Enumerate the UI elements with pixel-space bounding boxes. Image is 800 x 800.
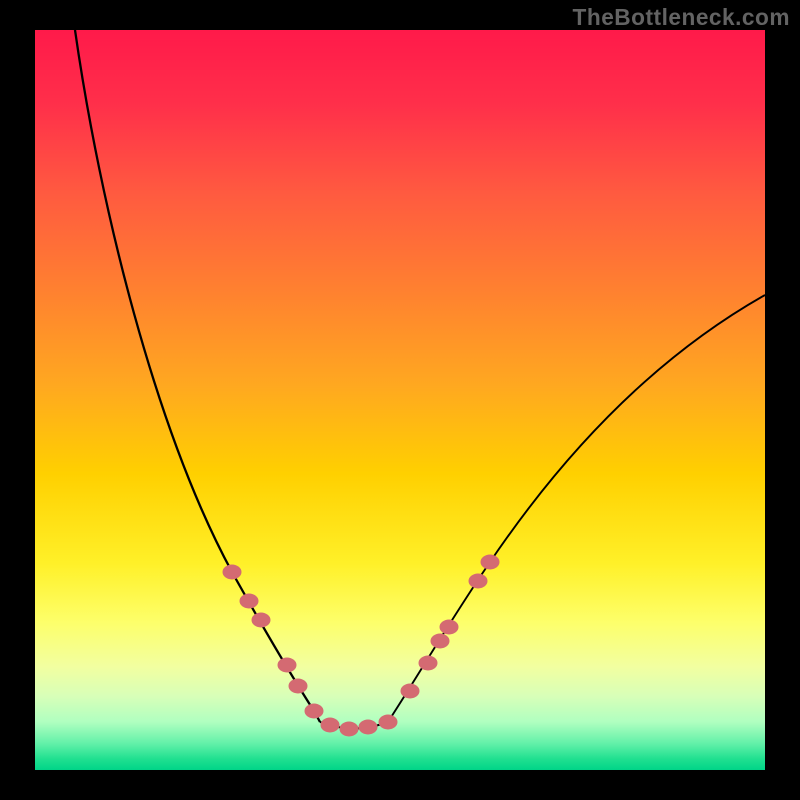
marker-point <box>240 594 259 609</box>
marker-point <box>289 679 308 694</box>
marker-point <box>340 722 359 737</box>
marker-point <box>379 715 398 730</box>
chart-stage: TheBottleneck.com <box>0 0 800 800</box>
marker-point <box>321 718 340 733</box>
marker-point <box>278 658 297 673</box>
marker-point <box>223 565 242 580</box>
marker-point <box>401 684 420 699</box>
chart-svg <box>0 0 800 800</box>
marker-point <box>252 613 271 628</box>
marker-point <box>440 620 459 635</box>
watermark-text: TheBottleneck.com <box>573 4 790 31</box>
marker-point <box>431 634 450 649</box>
marker-point <box>305 704 324 719</box>
marker-point <box>469 574 488 589</box>
marker-point <box>419 656 438 671</box>
marker-point <box>481 555 500 570</box>
plot-area <box>35 30 765 770</box>
marker-point <box>359 720 378 735</box>
